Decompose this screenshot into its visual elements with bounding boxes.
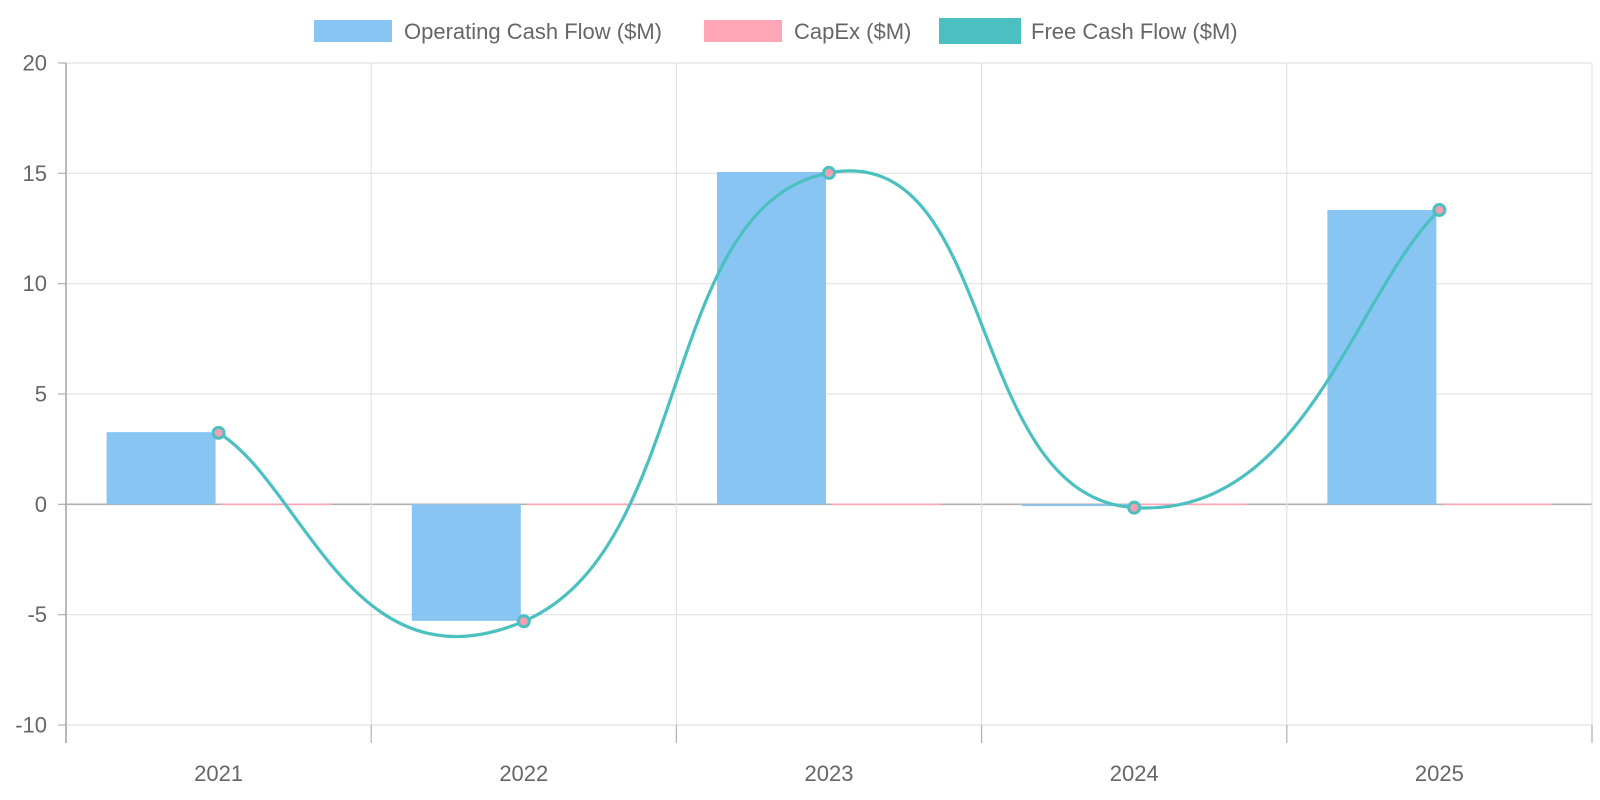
- legend-swatch-free-cash-flow[interactable]: [939, 18, 1021, 44]
- free-cash-flow-point-2022[interactable]: [516, 614, 531, 629]
- legend-swatch-operating-cash-flow[interactable]: [314, 20, 392, 42]
- x-tick-label: 2025: [1415, 761, 1464, 786]
- axes: 20 15 10 5 0 -5 -10 2021 2022 2023 2024 2025: [15, 51, 1593, 786]
- bar-capex-m-2023[interactable]: [832, 503, 941, 506]
- bar-capex-m-2022[interactable]: [526, 503, 636, 506]
- y-tick-label: -10: [15, 713, 47, 738]
- free-cash-flow-point-2021[interactable]: [211, 425, 226, 440]
- free-cash-flow-point-2023[interactable]: [822, 165, 836, 180]
- x-tick-label: 2022: [499, 761, 548, 786]
- y-tick-label: 20: [23, 51, 47, 76]
- grid: [65, 62, 1593, 726]
- bar-capex-m-2021[interactable]: [221, 503, 331, 506]
- free-cash-flow-line-layer: [211, 165, 1447, 638]
- bar-operating-cash-flow-m-2023[interactable]: [717, 172, 826, 505]
- free-cash-flow-point-2024[interactable]: [1127, 500, 1142, 515]
- y-tick-label: 10: [23, 271, 47, 296]
- bar-capex-m-2025[interactable]: [1442, 503, 1552, 506]
- legend-label-operating-cash-flow[interactable]: Operating Cash Flow ($M): [404, 19, 662, 44]
- bar-operating-cash-flow-m-2024[interactable]: [1022, 504, 1132, 507]
- x-tick-label: 2021: [194, 761, 243, 786]
- x-tick-label: 2023: [805, 761, 854, 786]
- y-tick-label: -5: [27, 602, 47, 627]
- free-cash-flow-line[interactable]: [217, 169, 1441, 638]
- legend-label-free-cash-flow[interactable]: Free Cash Flow ($M): [1031, 19, 1238, 44]
- bar-capex-m-2024[interactable]: [1137, 503, 1247, 506]
- bar-operating-cash-flow-m-2021[interactable]: [106, 432, 216, 505]
- legend: Operating Cash Flow ($M) CapEx ($M) Free…: [314, 18, 1238, 44]
- free-cash-flow-point-2025[interactable]: [1432, 202, 1447, 217]
- legend-swatch-capex[interactable]: [704, 20, 782, 42]
- legend-label-capex[interactable]: CapEx ($M): [794, 19, 911, 44]
- bar-operating-cash-flow-m-2025[interactable]: [1327, 209, 1437, 505]
- y-tick-label: 5: [35, 382, 47, 407]
- y-tick-label: 0: [35, 492, 47, 517]
- x-tick-label: 2024: [1110, 761, 1159, 786]
- bar-operating-cash-flow-m-2022[interactable]: [411, 504, 521, 621]
- bars: [106, 172, 1552, 621]
- y-tick-label: 15: [23, 161, 47, 186]
